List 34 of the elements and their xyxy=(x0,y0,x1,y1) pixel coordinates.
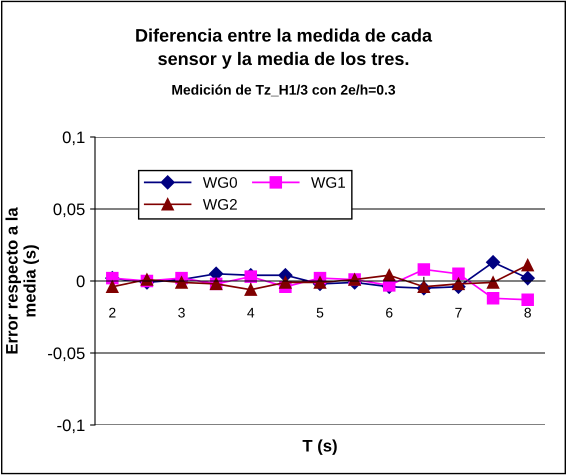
x-tick-label: 5 xyxy=(316,308,324,318)
legend-label: WG0 xyxy=(202,177,238,188)
y-tick-label: -0,1 xyxy=(57,419,84,434)
point xyxy=(244,270,258,283)
x-tick-label: 4 xyxy=(247,308,254,318)
point xyxy=(486,276,500,289)
x-tick-label: 3 xyxy=(178,308,185,318)
point xyxy=(279,276,292,289)
chart-title: Diferencia entre la medida de cada sensor y la media de los tres. xyxy=(136,28,432,69)
legend-label: WG1 xyxy=(311,177,345,188)
x-axis-title: T (s) xyxy=(302,439,337,455)
y-axis-title: Error respecto a la media (s) xyxy=(5,207,39,354)
point xyxy=(452,278,465,290)
y-tick-label: -0,05 xyxy=(48,347,85,362)
legend-label: WG2 xyxy=(202,198,237,210)
point xyxy=(418,263,430,276)
x-tick-label: 8 xyxy=(524,308,531,318)
point xyxy=(486,292,500,305)
y-tick-label: 0,1 xyxy=(62,131,84,146)
point xyxy=(175,276,188,289)
point xyxy=(106,280,119,294)
point xyxy=(486,255,500,270)
point xyxy=(452,268,465,280)
point xyxy=(520,271,535,286)
y-tick-label: 0,05 xyxy=(53,203,85,218)
point xyxy=(521,293,534,306)
chart-subtitle: Medición de Tz_H1/3 con 2e/h=0.3 xyxy=(172,84,396,96)
x-tick-label: 7 xyxy=(455,308,462,318)
x-tick-label: 6 xyxy=(386,308,392,318)
point xyxy=(521,258,534,272)
x-tick-label: 2 xyxy=(109,308,116,318)
point xyxy=(244,283,258,296)
y-tick-label: 0 xyxy=(76,275,85,288)
point xyxy=(382,268,396,282)
